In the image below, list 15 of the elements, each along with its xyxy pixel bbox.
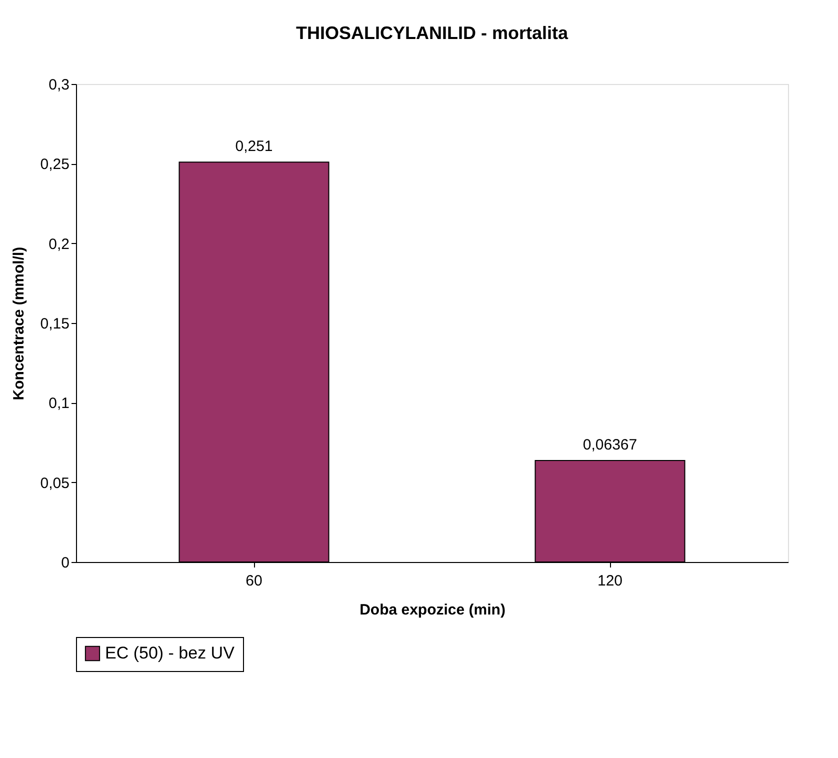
y-tick-label: 0,05 xyxy=(40,474,70,492)
legend-label: EC (50) - bez UV xyxy=(105,644,236,662)
y-axis-title: Koncentrace (mmol/l) xyxy=(10,246,28,400)
data-label: 0,06367 xyxy=(582,436,638,454)
y-tick-label: 0,2 xyxy=(48,236,70,253)
x-axis-title: Doba expozice (min) xyxy=(360,602,506,618)
y-tick-label: 0,25 xyxy=(40,156,70,174)
y-tick-label: 0,15 xyxy=(40,316,70,332)
y-tick-label: 0,3 xyxy=(48,76,70,94)
y-tick-label: 0,1 xyxy=(48,395,70,412)
y-tick-label: 0 xyxy=(61,554,70,572)
chart-title: THIOSALICYLANILID - mortalita xyxy=(296,23,569,43)
data-label: 0,251 xyxy=(235,138,273,156)
x-tick-label: 120 xyxy=(597,572,623,590)
x-tick-label: 60 xyxy=(246,572,262,590)
